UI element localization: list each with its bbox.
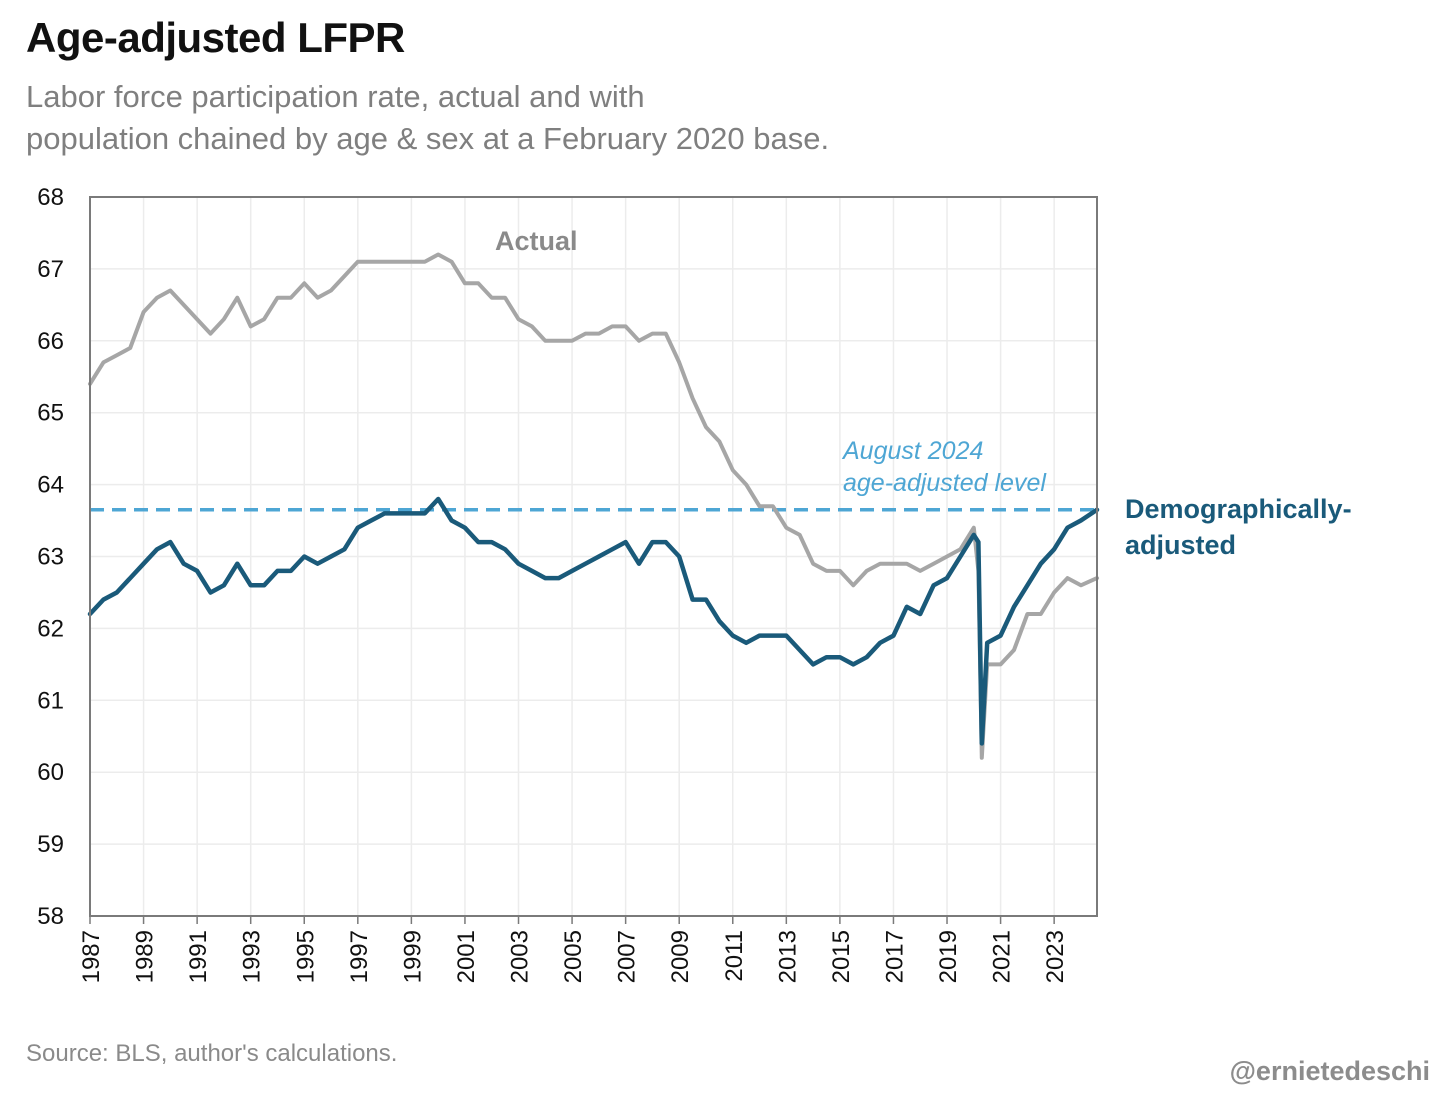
series-label-adjusted-line-1: Demographically- (1125, 494, 1352, 524)
y-tick-label: 59 (37, 831, 64, 858)
x-tick-label: 2011 (721, 930, 748, 982)
x-tick-label: 1999 (399, 930, 426, 983)
series-line-actual (88, 252, 1099, 760)
x-tick-label: 1991 (185, 930, 212, 983)
y-tick-label: 63 (37, 544, 64, 571)
series-label-adjusted-line-2: adjusted (1125, 530, 1236, 560)
x-tick-label: 2007 (614, 930, 641, 983)
x-tick-label: 1997 (346, 930, 373, 983)
y-tick-label: 66 (37, 328, 64, 355)
x-tick-label: 2013 (774, 930, 801, 983)
chart-subtitle: Labor force participation rate, actual a… (26, 76, 1026, 160)
x-tick-label: 1993 (239, 930, 266, 983)
x-tick-label: 1987 (78, 930, 105, 983)
subtitle-line-1: Labor force participation rate, actual a… (26, 79, 645, 114)
y-tick-label: 62 (37, 615, 64, 642)
author-handle: @ernietedeschi (1229, 1056, 1430, 1086)
x-axis-ticks: 1987 1989 1991 1993 1995 1997 1999 2001 2003 2005… (78, 916, 1069, 983)
series-lines (87, 252, 1100, 760)
x-tick-label: 2019 (935, 930, 962, 983)
reference-line-group: August 2024 age-adjusted level (90, 437, 1097, 512)
chart-title: Age-adjusted LFPR (26, 14, 405, 61)
series-line-demographically-adjusted (87, 496, 1100, 746)
x-tick-label: 2017 (881, 930, 908, 983)
y-tick-label: 60 (37, 759, 64, 786)
y-tick-label: 58 (37, 903, 64, 930)
y-tick-label: 68 (37, 184, 64, 211)
x-tick-label: 2001 (453, 930, 480, 983)
x-tick-label: 2003 (507, 930, 534, 983)
series-label-actual: Actual (495, 226, 578, 256)
x-tick-label: 2009 (667, 930, 694, 983)
x-tick-label: 2021 (989, 930, 1016, 983)
x-tick-label: 2023 (1042, 930, 1069, 983)
x-tick-label: 1989 (132, 930, 159, 983)
x-tick-label: 1995 (292, 930, 319, 983)
y-tick-label: 65 (37, 400, 64, 427)
plot-frame (89, 196, 1098, 917)
series-labels: Actual Demographically-adjusted (495, 226, 1352, 560)
y-axis-ticks: 58 59 60 61 62 63 64 65 66 67 68 (37, 184, 64, 930)
reference-label-line-2: age-adjusted level (843, 469, 1047, 497)
x-tick-label: 2005 (560, 930, 587, 983)
y-tick-label: 67 (37, 256, 64, 283)
reference-label-line-1: August 2024 (841, 437, 983, 465)
x-tick-label: 2015 (828, 930, 855, 983)
y-tick-label: 61 (37, 687, 64, 714)
source-note: Source: BLS, author's calculations. (26, 1040, 398, 1067)
y-tick-label: 64 (37, 472, 64, 499)
subtitle-line-2: population chained by age & sex at a Feb… (26, 121, 830, 156)
